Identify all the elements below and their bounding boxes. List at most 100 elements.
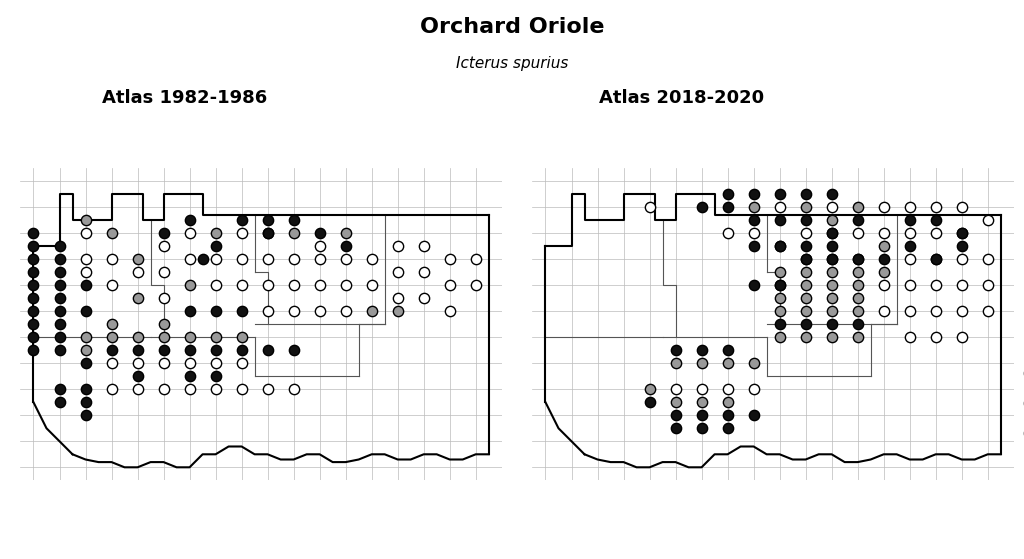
Point xyxy=(901,307,918,316)
Point xyxy=(953,203,970,212)
Point xyxy=(668,411,684,420)
Point xyxy=(980,307,996,316)
Point xyxy=(693,398,710,407)
Point xyxy=(980,216,996,225)
Point xyxy=(156,346,172,355)
Point xyxy=(259,216,275,225)
Text: Icterus spurius: Icterus spurius xyxy=(456,56,568,71)
Point xyxy=(693,203,710,212)
Point xyxy=(901,281,918,290)
Point xyxy=(468,281,484,290)
Point xyxy=(798,255,814,264)
Point xyxy=(771,281,787,290)
Point xyxy=(641,203,657,212)
Point xyxy=(259,229,275,238)
Point xyxy=(693,359,710,368)
Point xyxy=(103,359,120,368)
Point xyxy=(129,346,145,355)
Point xyxy=(850,307,866,316)
Point xyxy=(156,229,172,238)
Point xyxy=(311,255,328,264)
Point xyxy=(798,216,814,225)
Point xyxy=(823,216,840,225)
Point xyxy=(233,385,250,394)
Point xyxy=(181,307,198,316)
Point xyxy=(745,241,762,250)
Point xyxy=(668,346,684,355)
Point xyxy=(389,241,406,250)
Point xyxy=(416,241,432,250)
Point xyxy=(311,229,328,238)
Point xyxy=(823,229,840,238)
Point xyxy=(181,333,198,342)
Point xyxy=(51,320,68,329)
Point xyxy=(823,320,840,329)
Point xyxy=(129,255,145,264)
Point xyxy=(693,385,710,394)
Point xyxy=(876,255,892,264)
Point xyxy=(720,424,736,433)
Point xyxy=(953,255,970,264)
Point xyxy=(823,293,840,302)
Point xyxy=(259,255,275,264)
Point xyxy=(208,333,224,342)
Point xyxy=(823,255,840,264)
Point xyxy=(798,268,814,277)
Point xyxy=(953,333,970,342)
Point xyxy=(668,398,684,407)
Point xyxy=(850,281,866,290)
Point xyxy=(26,229,42,238)
Point xyxy=(233,346,250,355)
Point xyxy=(850,293,866,302)
Point xyxy=(980,255,996,264)
Point xyxy=(51,398,68,407)
Point xyxy=(51,385,68,394)
Point xyxy=(720,346,736,355)
Point xyxy=(823,229,840,238)
Point xyxy=(78,281,94,290)
Point xyxy=(416,293,432,302)
Point xyxy=(745,190,762,198)
Point xyxy=(850,229,866,238)
Point xyxy=(850,268,866,277)
Point xyxy=(78,216,94,225)
Point xyxy=(78,398,94,407)
Point xyxy=(286,307,302,316)
Point xyxy=(181,216,198,225)
Point xyxy=(798,190,814,198)
Point xyxy=(823,333,840,342)
Point xyxy=(208,307,224,316)
Point xyxy=(823,241,840,250)
Point xyxy=(745,281,762,290)
Point xyxy=(311,281,328,290)
Point xyxy=(338,241,354,250)
Point xyxy=(823,203,840,212)
Point xyxy=(51,268,68,277)
Point xyxy=(78,385,94,394)
Point xyxy=(668,385,684,394)
Point xyxy=(259,346,275,355)
Point xyxy=(129,293,145,302)
Point xyxy=(876,268,892,277)
Point xyxy=(51,333,68,342)
Point xyxy=(876,229,892,238)
Point xyxy=(771,216,787,225)
Point xyxy=(798,229,814,238)
Point xyxy=(156,333,172,342)
Point xyxy=(208,372,224,381)
Point xyxy=(901,229,918,238)
Point xyxy=(928,255,944,264)
Point xyxy=(51,307,68,316)
Point xyxy=(259,229,275,238)
Point xyxy=(311,307,328,316)
Point xyxy=(745,385,762,394)
Point xyxy=(156,359,172,368)
Point xyxy=(876,281,892,290)
Point xyxy=(129,333,145,342)
Point xyxy=(798,203,814,212)
Point xyxy=(641,385,657,394)
Point xyxy=(441,281,458,290)
Point xyxy=(338,281,354,290)
Point xyxy=(338,307,354,316)
Point xyxy=(103,333,120,342)
